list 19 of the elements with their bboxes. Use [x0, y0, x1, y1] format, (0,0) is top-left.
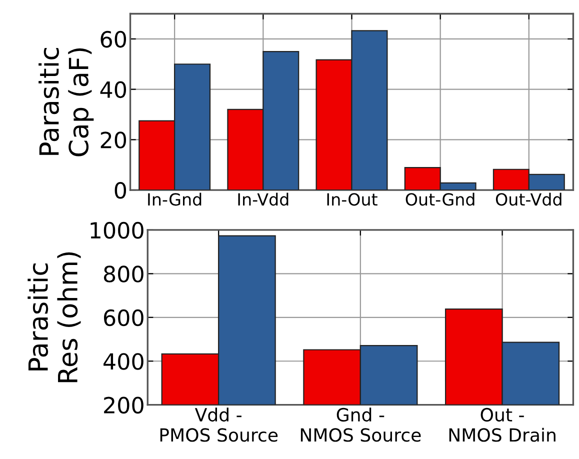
y-tick-label: 0 [114, 182, 126, 199]
y-tick-label: 20 [100, 132, 126, 148]
x-tick-label: Vdd - PMOS Source [160, 408, 278, 442]
y-tick-label: 1000 [90, 222, 144, 239]
y-tick-label: 200 [104, 396, 144, 414]
x-tick-label: In-Vdd [238, 192, 288, 206]
y-tick-label: 40 [100, 81, 126, 98]
y-tick-label: 60 [100, 30, 126, 48]
x-tick-label: Gnd - NMOS Source [300, 408, 421, 442]
y-tick-label: 800 [104, 266, 144, 282]
y-tick-label: 400 [104, 353, 144, 370]
x-tick-label: Out - NMOS Drain [449, 408, 556, 442]
y-tick-label: 600 [104, 309, 144, 326]
y-axis-title: Parasitic Cap (aF) [38, 48, 94, 156]
x-tick-label: Out-Gnd [406, 192, 474, 206]
x-tick-label: Out-Vdd [496, 192, 562, 206]
x-tick-label: In-Gnd [148, 192, 202, 206]
y-axis-title: Parasitic Res (ohm) [28, 252, 81, 382]
x-tick-label: In-Out [327, 193, 378, 206]
